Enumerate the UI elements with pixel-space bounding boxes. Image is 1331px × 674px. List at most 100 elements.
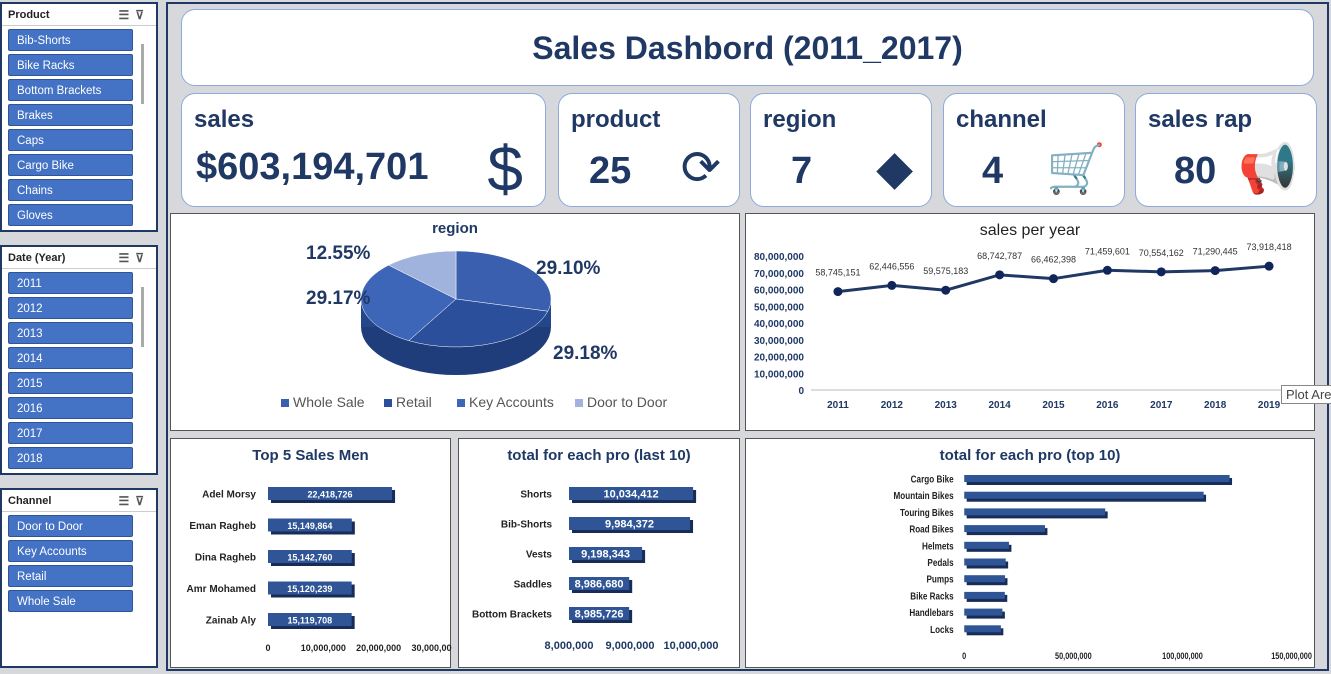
slicer-item[interactable]: Brakes — [8, 104, 133, 126]
dollar-icon: $ — [487, 133, 523, 205]
slicer-item[interactable]: 2018 — [8, 447, 133, 469]
chart-title: total for each pro (last 10) — [507, 447, 691, 464]
slicer-item[interactable]: 2015 — [8, 372, 133, 394]
category-label: Bib-Shorts — [501, 520, 553, 531]
bar — [964, 558, 1006, 566]
clear-filter-icon[interactable]: ⊽ — [135, 493, 150, 508]
kpi-card-sales: sales $603,194,701 $ — [181, 93, 546, 207]
bar-value-label: 15,142,760 — [287, 553, 332, 563]
slicer-item[interactable]: Door to Door — [8, 515, 133, 537]
x-tick-label: 10,000,000 — [301, 643, 346, 653]
last10-products-chart[interactable]: total for each pro (last 10) Shorts 10,03… — [458, 438, 740, 668]
bar — [268, 518, 352, 532]
category-label: Dina Ragheb — [195, 553, 256, 564]
category-label: Touring Bikes — [900, 507, 954, 518]
shopping-cart-icon: 🛒 — [1046, 143, 1106, 196]
top-sales-men-chart[interactable]: Top 5 Sales Men Adel Morsy 22,418,726 Eman… — [170, 438, 457, 668]
multi-select-icon[interactable]: ☰ — [118, 493, 136, 508]
kpi-label: channel — [956, 106, 1047, 133]
category-label: Cargo Bike — [911, 474, 954, 485]
slicer-title: Channel — [8, 494, 52, 507]
bar — [268, 613, 352, 626]
slicer-item[interactable]: 2014 — [8, 347, 133, 369]
legend-label: Whole Sale — [293, 394, 365, 410]
slicer-item[interactable]: Whole Sale — [8, 590, 133, 612]
slicer-item[interactable]: Key Accounts — [8, 540, 133, 562]
data-point — [1102, 265, 1112, 275]
kpi-label: sales — [194, 106, 255, 133]
category-label: Road Bikes — [909, 524, 953, 535]
slicer-date-year-: Date (Year) ☰⊽ 2011 2012 2013 2014 2015 2016 201… — [0, 245, 158, 475]
data-label: 58,745,151 — [815, 268, 860, 278]
x-tick-label: 2017 — [1150, 400, 1173, 411]
slicer-item[interactable]: 2011 — [8, 272, 133, 294]
chart-title: region — [432, 220, 478, 237]
data-point — [887, 280, 897, 290]
category-label: Adel Morsy — [202, 490, 256, 501]
slicer-item[interactable]: Bib-Shorts — [8, 29, 133, 51]
y-tick-label: 20,000,000 — [754, 353, 804, 364]
pie-slice-door-to-door — [388, 250, 457, 300]
category-label: Pedals — [927, 557, 953, 568]
bar — [569, 607, 630, 620]
kpi-label: sales rap — [1148, 106, 1253, 133]
kpi-card-sales-rap: sales rap 80 📢 — [1135, 93, 1317, 207]
clear-filter-icon[interactable]: ⊽ — [135, 250, 150, 265]
bar — [964, 575, 1006, 583]
bar-value-label: 9,984,372 — [605, 519, 654, 531]
category-label: Helmets — [922, 541, 954, 552]
sales-per-year-chart[interactable]: sales per year 0 10,000,000 20,000,000 30,0… — [745, 213, 1315, 431]
clear-filter-icon[interactable]: ⊽ — [135, 7, 150, 22]
data-point — [941, 285, 951, 295]
x-tick-label: 30,000,000 — [411, 643, 452, 653]
slicer-item[interactable]: Bottom Brackets — [8, 79, 133, 101]
kpi-card-region: region 7 ◆ — [750, 93, 932, 207]
pie-slice-whole-sale — [455, 250, 552, 312]
scrollbar[interactable] — [141, 44, 144, 104]
multi-select-icon[interactable]: ☰ — [118, 7, 136, 22]
slicer-product: Product ☰⊽ Bib-Shorts Bike Racks Bottom Brac… — [0, 2, 158, 232]
x-tick-label: 10,000,000 — [663, 640, 718, 652]
category-label: Bottom Brackets — [472, 610, 552, 621]
bar — [964, 625, 1001, 633]
legend-label: Retail — [396, 394, 432, 410]
slicer-item[interactable]: 2017 — [8, 422, 133, 444]
bar — [569, 487, 694, 500]
data-point — [1264, 261, 1274, 271]
category-label: Saddles — [514, 580, 553, 591]
slicer-item[interactable]: Gloves — [8, 204, 133, 226]
bar-value-label: 9,198,343 — [581, 549, 630, 561]
category-label: Eman Ragheb — [189, 521, 256, 532]
slicer-item[interactable]: Cargo Bike — [8, 154, 133, 176]
page-title: Sales Dashbord (2011_2017) — [532, 30, 963, 66]
kpi-card-product: product 25 ⟳ — [558, 93, 740, 207]
bar-value-label: 15,119,708 — [288, 616, 333, 626]
y-tick-label: 70,000,000 — [754, 269, 804, 280]
slicer-item[interactable]: Retail — [8, 565, 133, 587]
data-point — [995, 270, 1005, 280]
tooltip: Plot Area — [1281, 385, 1331, 404]
multi-select-icon[interactable]: ☰ — [118, 250, 136, 265]
bar-value-label: 15,149,864 — [287, 521, 332, 531]
slicer-item[interactable]: Caps — [8, 129, 133, 151]
chart-title: total for each pro (top 10) — [939, 447, 1121, 464]
data-label: 71,290,445 — [1193, 247, 1238, 257]
x-tick-label: 2016 — [1096, 400, 1119, 411]
slicer-item[interactable]: Bike Racks — [8, 54, 133, 76]
legend-swatch — [457, 399, 465, 407]
slicer-item[interactable]: 2016 — [8, 397, 133, 419]
bar — [569, 547, 643, 560]
slicer-item[interactable]: 2013 — [8, 322, 133, 344]
top10-products-chart[interactable]: total for each pro (top 10) Cargo Bike Mo… — [745, 438, 1315, 668]
x-tick-label: 8,000,000 — [545, 640, 594, 652]
scrollbar[interactable] — [141, 287, 144, 347]
x-tick-label: 2019 — [1258, 400, 1281, 411]
data-point — [1049, 274, 1058, 284]
slicer-item[interactable]: Chains — [8, 179, 133, 201]
y-tick-label: 50,000,000 — [754, 302, 804, 313]
x-tick-label: 0 — [962, 651, 966, 661]
pie-data-label: 29.10% — [536, 258, 601, 279]
y-tick-label: 80,000,000 — [754, 252, 804, 263]
region-pie-chart[interactable]: region 29.10% 29.18% 29.17% 12.55% Whole Sal… — [170, 213, 740, 431]
slicer-item[interactable]: 2012 — [8, 297, 133, 319]
